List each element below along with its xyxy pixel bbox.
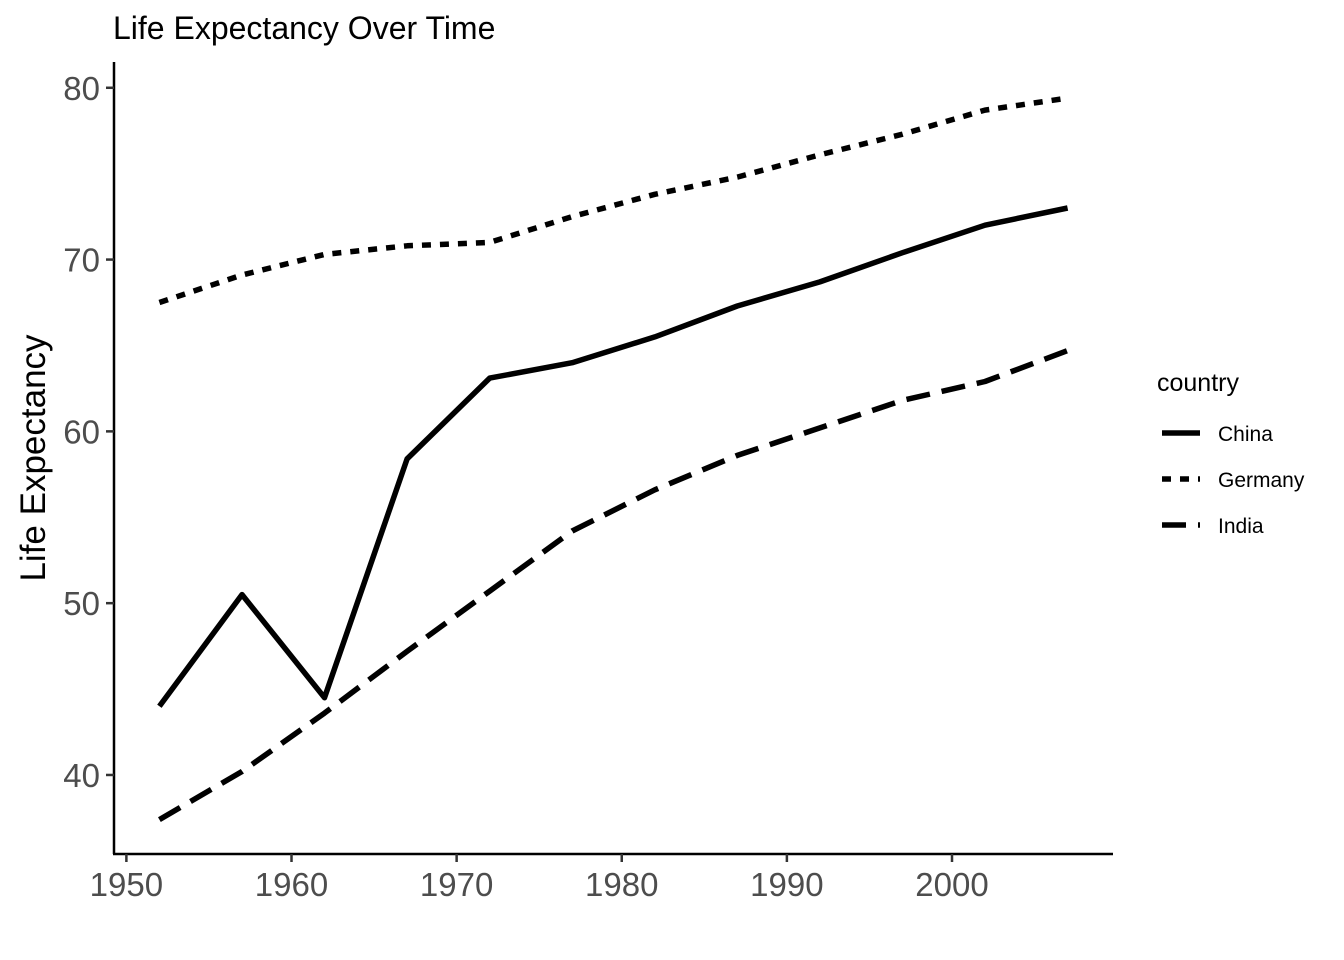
series-line-india — [158, 348, 1069, 822]
x-tick-label: 2000 — [915, 866, 988, 903]
y-tick-label: 50 — [63, 585, 100, 622]
legend-label-india: India — [1218, 515, 1264, 538]
x-tick-label: 1950 — [90, 866, 163, 903]
series-lines — [157, 95, 1069, 822]
y-tick-label: 70 — [63, 242, 100, 279]
legend-label-germany: Germany — [1218, 469, 1305, 492]
legend: country China Germany India — [1157, 369, 1305, 538]
y-tick-label: 60 — [63, 413, 100, 450]
chart-title: Life Expectancy Over Time — [113, 10, 495, 46]
x-axis-ticks: 1950 1960 1970 1980 1990 2000 — [90, 854, 989, 903]
x-tick-label: 1970 — [420, 866, 493, 903]
y-axis-ticks: 40 50 60 70 80 — [63, 70, 114, 794]
x-tick-label: 1990 — [750, 866, 823, 903]
y-axis-label: Life Expectancy — [14, 334, 53, 582]
x-tick-label: 1960 — [255, 866, 328, 903]
x-tick-label: 1980 — [585, 866, 658, 903]
series-line-china — [157, 205, 1069, 708]
legend-label-china: China — [1218, 423, 1273, 446]
series-line-germany — [158, 95, 1068, 306]
y-tick-label: 80 — [63, 70, 100, 107]
y-tick-label: 40 — [63, 757, 100, 794]
legend-title: country — [1157, 369, 1239, 397]
